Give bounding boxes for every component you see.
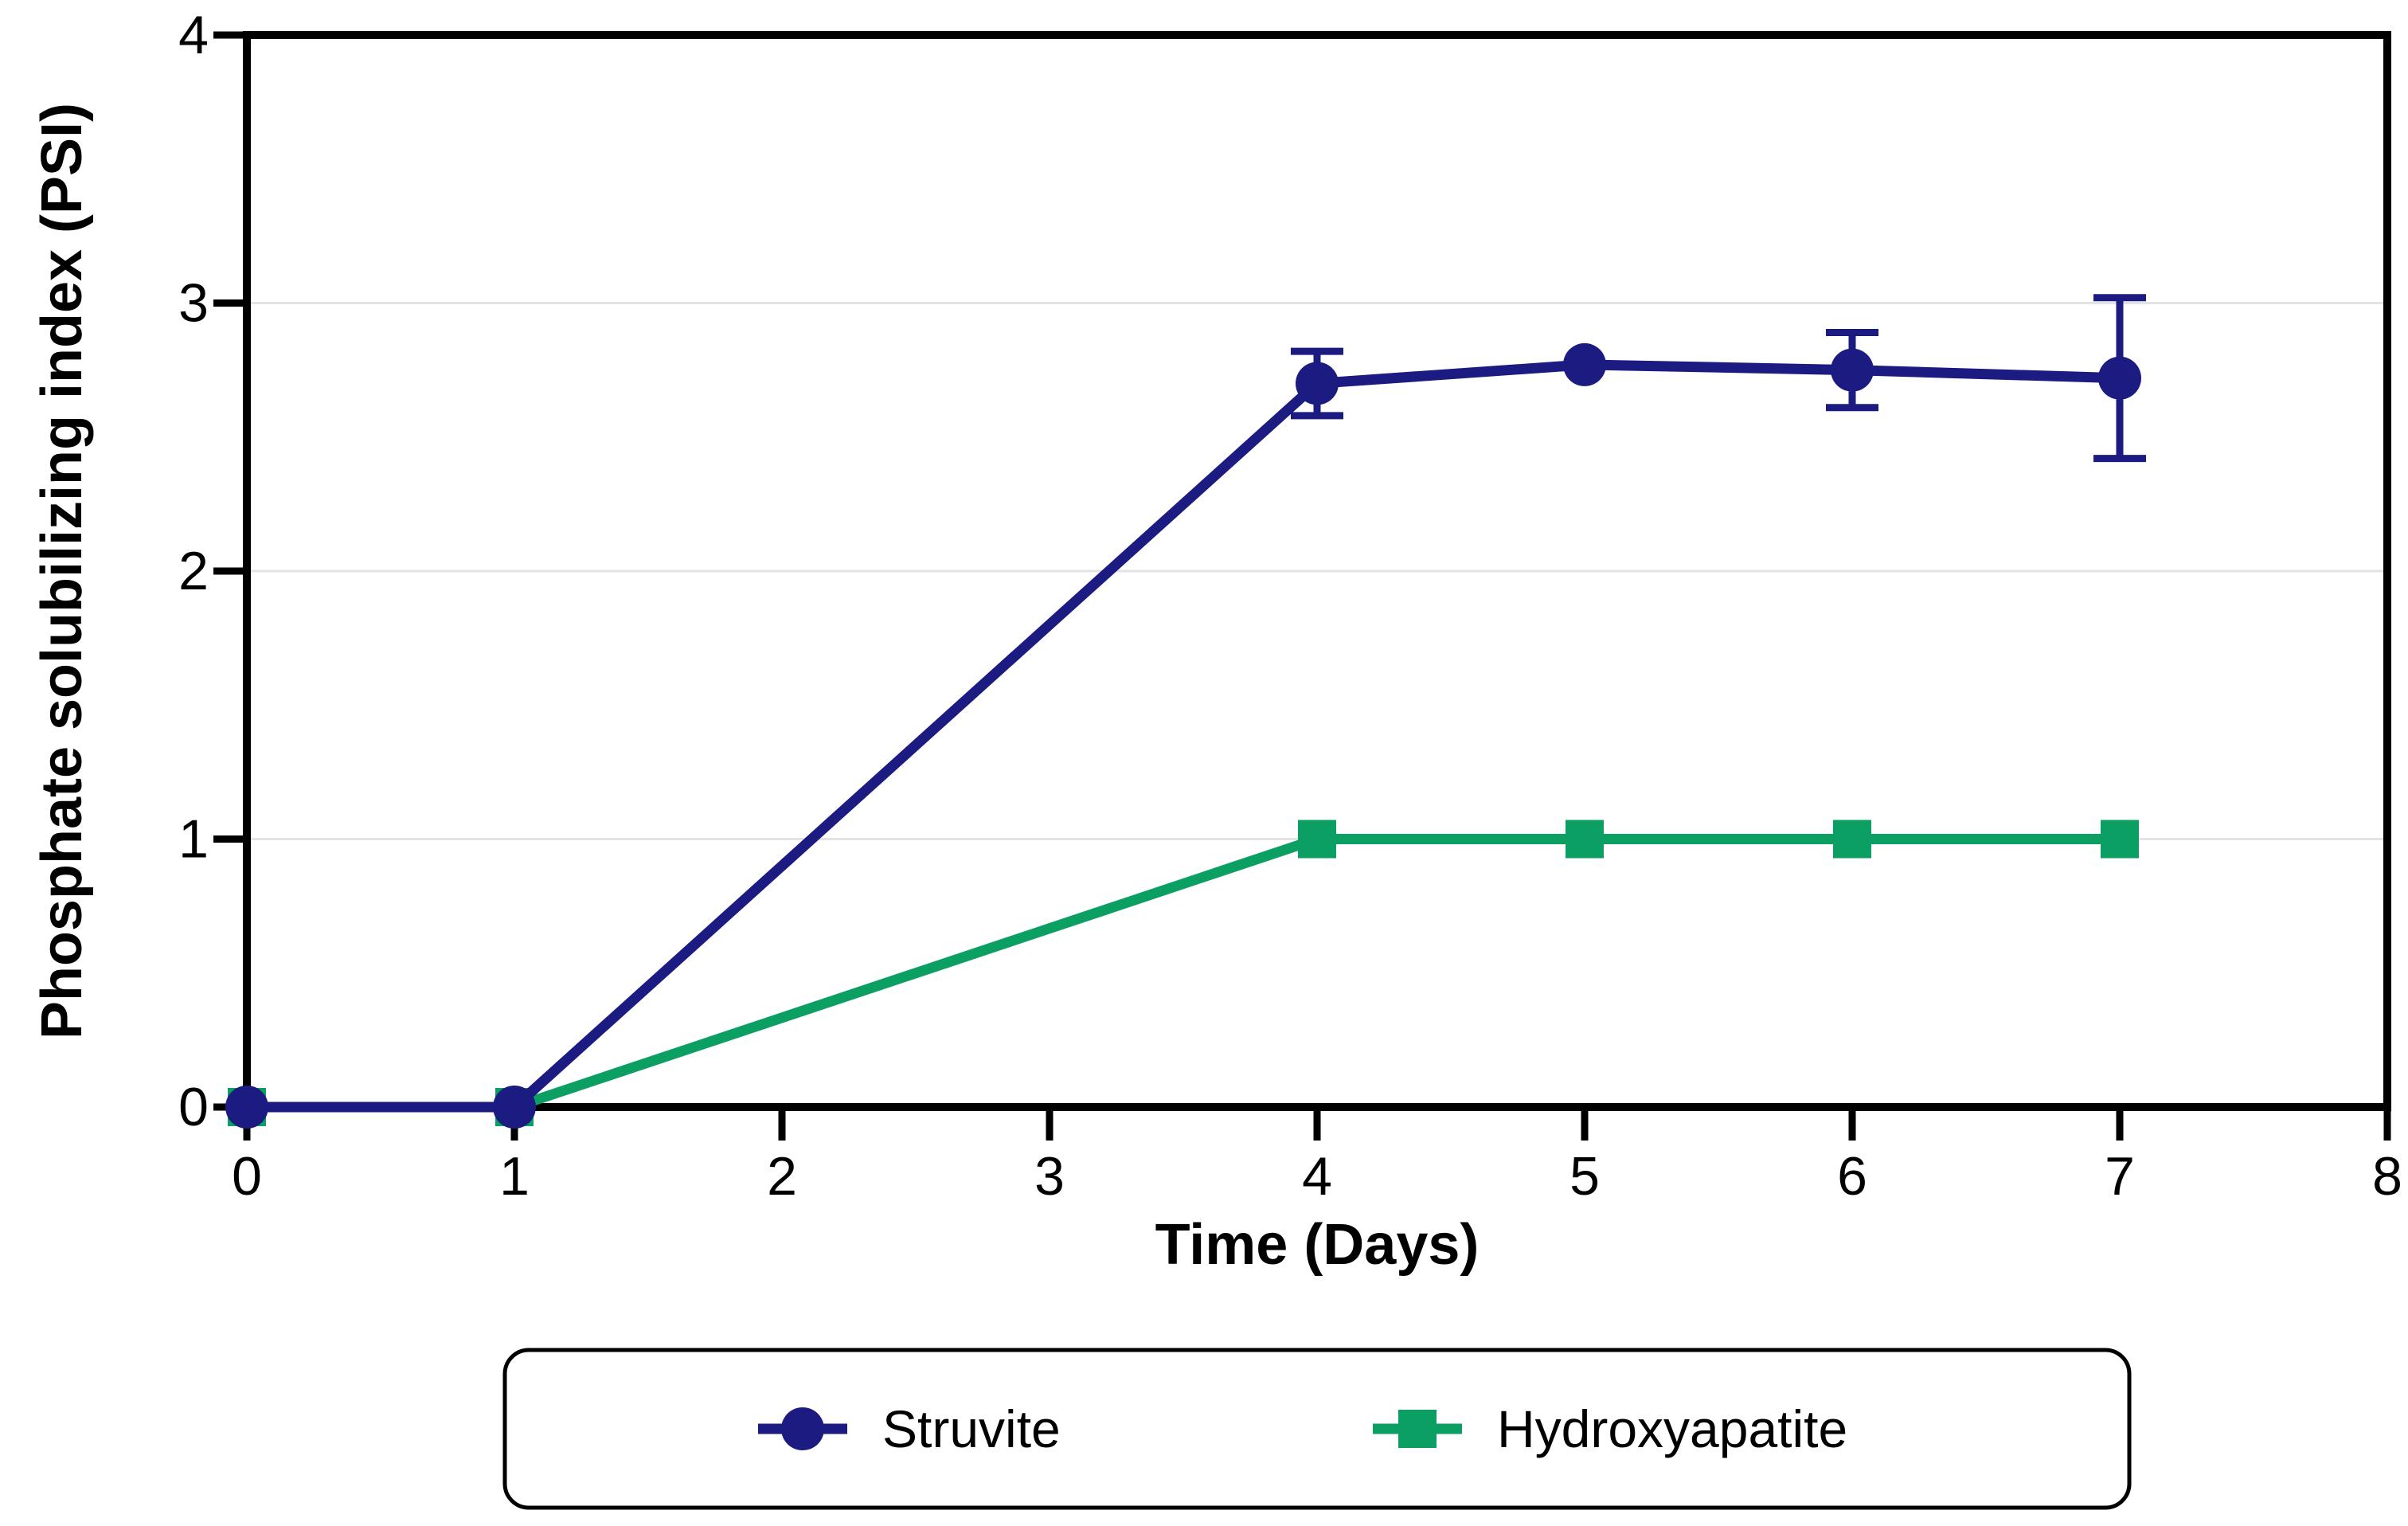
legend-struvite-marker: [781, 1407, 824, 1450]
struvite-marker: [1563, 342, 1606, 386]
hydroxyapatite-marker: [1833, 820, 1871, 859]
struvite-marker: [493, 1086, 536, 1129]
struvite-marker: [1831, 348, 1874, 392]
struvite-marker: [1296, 362, 1339, 405]
legend-struvite-label: Struvite: [882, 1399, 1061, 1458]
y-tick-label-4: 4: [178, 5, 209, 65]
legend: Struvite Hydroxyapatite: [502, 1348, 2132, 1510]
legend-box: [502, 1348, 2132, 1510]
y-tick-label-0: 0: [178, 1077, 209, 1137]
tick-labels: 0 1 2 3 4 5 6 7 8 0 1 2 3 4: [178, 5, 2402, 1207]
x-tick-label-4: 4: [1302, 1146, 1332, 1207]
legend-hydroxyapatite-marker: [1398, 1410, 1437, 1448]
hydroxyapatite-marker: [1298, 820, 1336, 859]
hydroxyapatite-line: [247, 834, 2120, 1113]
hydroxyapatite-marker: [1566, 820, 1604, 859]
data-series: [225, 294, 2146, 1129]
legend-hydroxyapatite-label: Hydroxyapatite: [1497, 1399, 1847, 1458]
struvite-marker: [2098, 356, 2141, 400]
struvite-line: [247, 359, 2121, 1113]
x-tick-label-5: 5: [1570, 1146, 1600, 1207]
plot-frame: [243, 31, 2391, 1111]
y-tick-label-1: 1: [178, 809, 209, 870]
x-tick-label-6: 6: [1837, 1146, 1867, 1207]
x-tick-label-8: 8: [2372, 1146, 2402, 1207]
hydroxyapatite-marker: [2101, 820, 2139, 859]
y-tick-label-2: 2: [178, 541, 209, 601]
x-tick-label-7: 7: [2105, 1146, 2135, 1207]
axis-ticks: [213, 31, 2391, 1141]
x-tick-label-3: 3: [1034, 1146, 1065, 1207]
struvite-marker: [225, 1086, 268, 1129]
x-tick-label-1: 1: [499, 1146, 530, 1207]
x-axis-title: Time (Days): [1155, 1213, 1480, 1277]
x-tick-label-2: 2: [767, 1146, 797, 1207]
y-tick-label-3: 3: [178, 273, 209, 334]
x-tick-label-0: 0: [232, 1146, 262, 1207]
y-axis-title: Phosphate solubilizing index (PSI): [30, 103, 94, 1039]
